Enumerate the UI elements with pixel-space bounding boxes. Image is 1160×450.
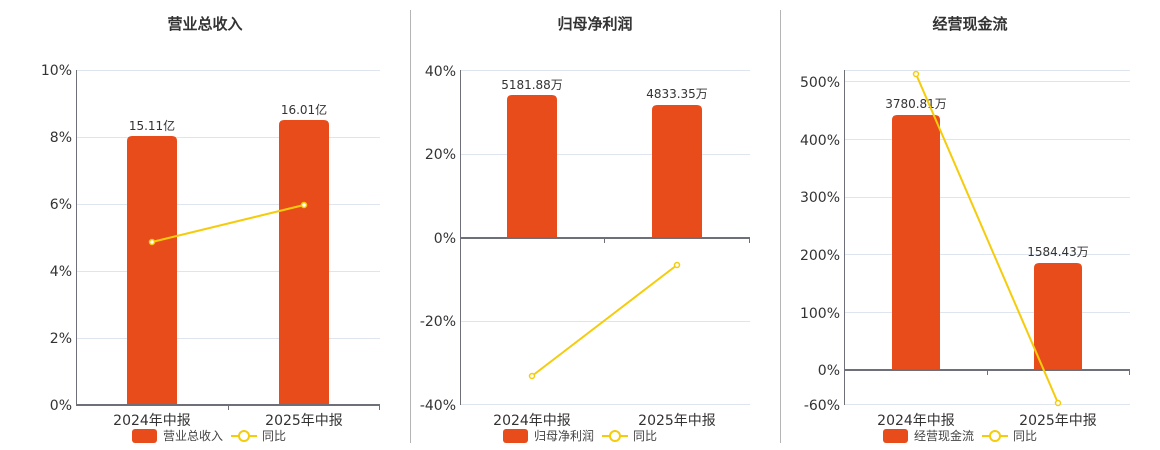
- bar[interactable]: [127, 136, 177, 405]
- bar-legend-swatch[interactable]: [883, 428, 908, 443]
- y-tick-label: 0%: [50, 398, 72, 414]
- line-legend-label[interactable]: 同比: [1013, 429, 1038, 443]
- legend: 营业总收入 同比: [132, 427, 286, 444]
- x-tick-label: 2025年中报: [265, 413, 343, 429]
- y-tick-label: 300%: [800, 190, 840, 206]
- y-tick-label: 6%: [50, 197, 72, 213]
- chart-title: 营业总收入: [167, 15, 243, 33]
- net-profit-chart-panel: 归母净利润 40% 20% 0% -20% -40% 5181.88万 4833…: [410, 0, 780, 450]
- y-tick-label: 100%: [800, 306, 840, 322]
- operating-cashflow-chart-panel: 经营现金流 500% 400% 300% 200% 100% 0% -60% 3…: [780, 0, 1160, 450]
- legend: 归母净利润 同比: [503, 427, 657, 444]
- y-tick-label: -60%: [804, 398, 840, 414]
- x-tick-label: 2024年中报: [877, 413, 955, 429]
- bar-value-label: 1584.43万: [1027, 245, 1089, 259]
- yoy-point[interactable]: [1054, 399, 1062, 407]
- x-tick-label: 2024年中报: [493, 413, 571, 429]
- y-tick-label: 8%: [50, 130, 72, 146]
- yoy-point[interactable]: [300, 201, 308, 209]
- y-tick-label: 40%: [425, 64, 456, 80]
- revenue-chart-panel: 营业总收入 10% 8% 6% 4% 2% 0% 15.11亿 16.01亿: [0, 0, 410, 450]
- bar[interactable]: [652, 105, 702, 238]
- line-legend-swatch[interactable]: [602, 429, 629, 443]
- y-tick-label: -20%: [420, 314, 456, 330]
- x-tick-label: 2024年中报: [113, 413, 191, 429]
- bar-legend-swatch[interactable]: [132, 428, 157, 443]
- operating-cashflow-chart: 500% 400% 300% 200% 100% 0% -60% 3780.81…: [800, 70, 1130, 429]
- panel-divider: [410, 10, 411, 443]
- x-tick-label: 2025年中报: [638, 413, 716, 429]
- bar-legend-label[interactable]: 营业总收入: [163, 429, 224, 443]
- yoy-point[interactable]: [148, 238, 156, 246]
- chart-title: 经营现金流: [932, 15, 1008, 33]
- yoy-point[interactable]: [912, 70, 920, 78]
- bar-legend-label[interactable]: 归母净利润: [534, 429, 595, 443]
- x-tick-label: 2025年中报: [1019, 413, 1097, 429]
- line-legend-label[interactable]: 同比: [262, 429, 287, 443]
- y-tick-label: 500%: [800, 75, 840, 91]
- yoy-line: [915, 73, 1059, 404]
- panel-divider: [780, 10, 781, 443]
- bar[interactable]: [507, 95, 557, 238]
- bar-legend-swatch[interactable]: [503, 428, 528, 443]
- yoy-line: [151, 204, 305, 243]
- revenue-chart: 10% 8% 6% 4% 2% 0% 15.11亿 16.01亿 2024年中报…: [41, 63, 380, 429]
- bar[interactable]: [1034, 263, 1082, 370]
- y-tick-label: 20%: [425, 147, 456, 163]
- y-tick-label: 0%: [818, 363, 840, 379]
- bar-legend-label[interactable]: 经营现金流: [914, 429, 975, 443]
- line-legend-swatch[interactable]: [982, 429, 1009, 443]
- y-tick-label: -40%: [420, 398, 456, 414]
- bar[interactable]: [892, 115, 940, 370]
- yoy-point[interactable]: [673, 261, 681, 269]
- bar-value-label: 16.01亿: [281, 102, 327, 117]
- y-tick-label: 2%: [50, 331, 72, 347]
- line-legend-label[interactable]: 同比: [633, 429, 658, 443]
- net-profit-chart: 40% 20% 0% -20% -40% 5181.88万 4833.35万 2…: [420, 64, 750, 429]
- chart-title: 归母净利润: [557, 15, 633, 33]
- y-tick-label: 200%: [800, 248, 840, 264]
- y-tick-label: 400%: [800, 133, 840, 149]
- y-tick-label: 0%: [434, 231, 456, 247]
- legend: 经营现金流 同比: [883, 427, 1037, 444]
- bar-value-label: 15.11亿: [129, 118, 175, 133]
- y-tick-label: 4%: [50, 264, 72, 280]
- bar-value-label: 5181.88万: [501, 78, 563, 92]
- line-legend-swatch[interactable]: [231, 429, 258, 443]
- bar-value-label: 4833.35万: [646, 87, 708, 101]
- y-tick-label: 10%: [41, 63, 72, 79]
- yoy-point[interactable]: [528, 372, 536, 380]
- yoy-line: [531, 264, 678, 377]
- bar-value-label: 3780.81万: [885, 97, 947, 111]
- bar[interactable]: [279, 120, 329, 405]
